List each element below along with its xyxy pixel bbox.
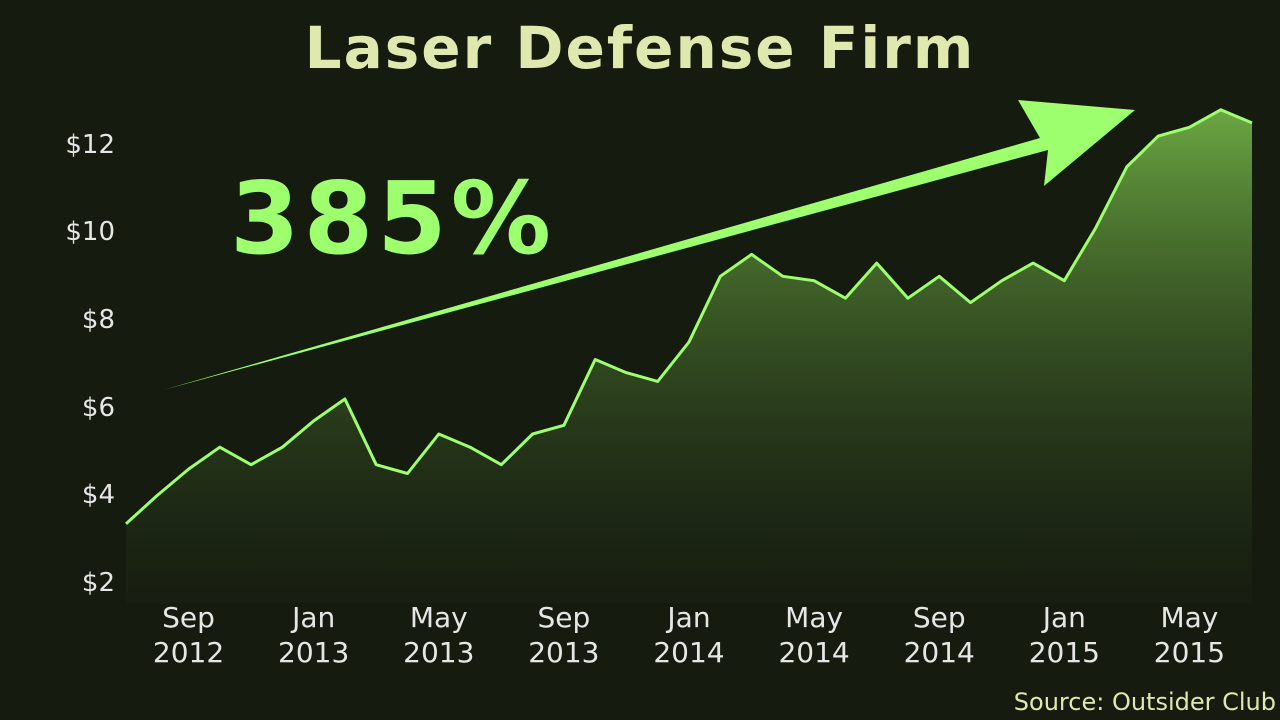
x-tick-label: Jan 2014 [653, 601, 725, 669]
y-tick-label: $10 [65, 217, 115, 248]
x-tick-label: Sep 2012 [152, 601, 225, 669]
x-tick-label: May 2015 [1153, 601, 1226, 669]
annotation: 385% [230, 160, 555, 277]
y-tick-label: $8 [81, 305, 115, 336]
area [126, 109, 1252, 604]
line [124, 108, 1253, 525]
trend-arrow [163, 100, 1135, 390]
source: Source: Outsider Club [1013, 688, 1276, 716]
chart-title: Laser Defense Firm [304, 14, 976, 82]
y-tick-label: $12 [65, 129, 115, 160]
x-tick-label: Sep 2013 [528, 601, 600, 669]
y-tick-label: $6 [81, 392, 115, 423]
x-tick-label: Jan 2013 [278, 601, 350, 669]
x-tick-label: Sep 2014 [903, 601, 975, 669]
y-tick-label: $2 [81, 568, 115, 598]
x-tick-label: May 2014 [778, 601, 850, 669]
y-tick-label: $4 [81, 480, 115, 511]
x-tick-label: May 2013 [403, 601, 475, 669]
x-tick-label: Jan 2015 [1028, 601, 1100, 669]
